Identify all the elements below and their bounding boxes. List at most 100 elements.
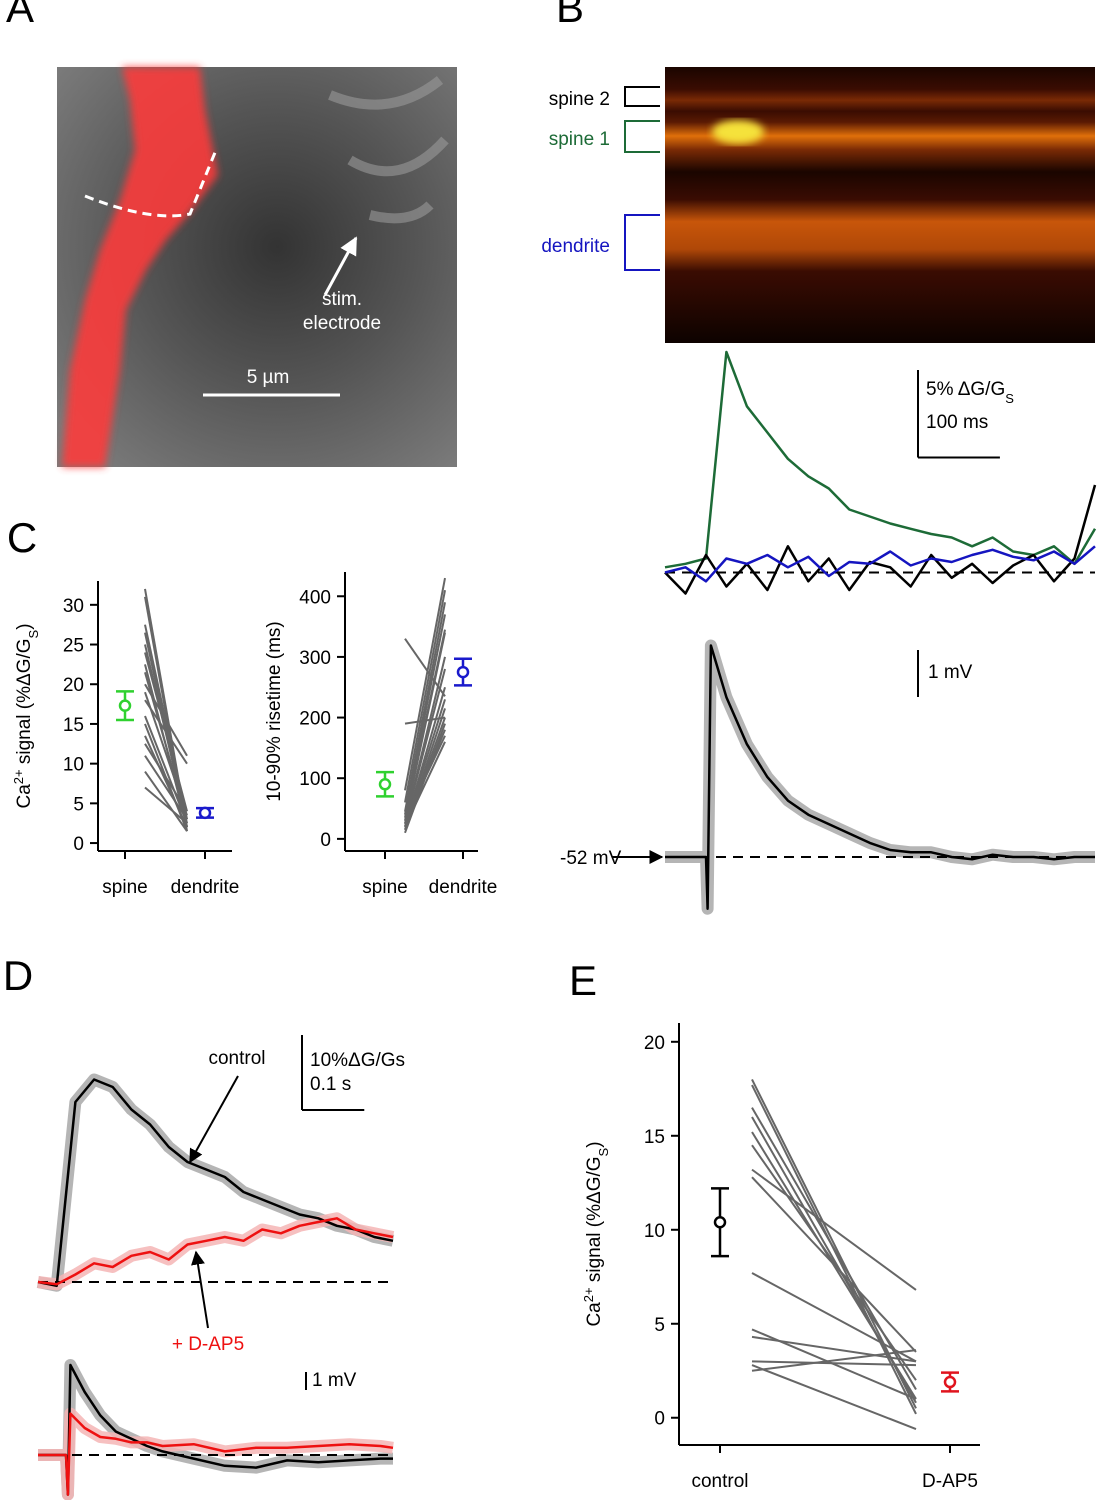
roi-label: dendrite (541, 236, 610, 257)
annotation: control (208, 1048, 265, 1069)
pair-line (404, 735, 446, 822)
trace (38, 1412, 394, 1496)
y-tick-label: 300 (299, 648, 331, 669)
y-axis-label: Ca2+ signal (%ΔG/GS) (11, 623, 41, 808)
image-b (624, 67, 1095, 343)
label-part: Ca (584, 1302, 605, 1327)
trace (37, 1217, 394, 1286)
y-tick-label: 200 (299, 709, 331, 730)
mean-marker (378, 778, 392, 791)
pair-line (404, 632, 446, 821)
y-tick-label: 20 (644, 1033, 665, 1054)
bracket (624, 214, 660, 271)
label-part: S (596, 1147, 611, 1156)
scale-bar-label: 5 µm (247, 367, 290, 388)
scale-bar-label: 5% ΔG/GS (926, 379, 1014, 406)
y-tick-label: 10 (63, 755, 84, 776)
x-tick-label: spine (362, 877, 407, 898)
arrow (323, 236, 358, 296)
pair-line (751, 1168, 917, 1291)
y-tick-label: 0 (654, 1409, 665, 1430)
trace (664, 484, 1097, 595)
y-tick-label: 15 (63, 715, 84, 736)
trace (37, 1078, 394, 1288)
pair-line (144, 683, 188, 757)
y-tick-label: 400 (299, 587, 331, 608)
pair-line (144, 755, 188, 820)
mean-marker (118, 699, 132, 712)
label-part: signal (%ΔG/G (14, 638, 35, 769)
y-tick-label: 20 (63, 675, 84, 696)
y-tick-label: 0 (73, 834, 84, 855)
baseline-label: -52 mV (560, 848, 622, 869)
panel-label: B (556, 0, 584, 31)
hotspot (712, 120, 764, 144)
pair-line (404, 668, 446, 824)
pair-line (751, 1360, 917, 1367)
pair-line (144, 699, 188, 765)
label-part: ) (584, 1141, 605, 1147)
pair-line (404, 577, 446, 791)
y-axis-label: Ca2+ signal (%ΔG/GS) (581, 1141, 611, 1326)
trace (665, 644, 1095, 910)
scale-bar-label: 0.1 s (310, 1074, 351, 1095)
label-part: 2+ (11, 769, 26, 784)
annotation: stim. (322, 289, 362, 310)
y-tick-label: 0 (320, 830, 331, 851)
label-part: 2+ (581, 1287, 596, 1302)
label-part: S (26, 629, 41, 638)
arrow (189, 1075, 239, 1164)
pair-line (404, 614, 446, 815)
sem-band (665, 639, 1095, 915)
pair-line (751, 1176, 917, 1353)
panel-label: C (7, 514, 37, 561)
pair-line (144, 771, 188, 832)
dashed-outline (84, 149, 218, 218)
linescan (665, 67, 1095, 343)
y-tick-label: 5 (654, 1315, 665, 1336)
scale-bar-label: 100 ms (926, 412, 988, 433)
annotation: electrode (303, 313, 381, 334)
y-axis-label: 10-90% risetime (ms) (264, 621, 285, 802)
y-tick-label: 30 (63, 596, 84, 617)
y-tick-label: 5 (73, 794, 84, 815)
y-tick-label: 25 (63, 636, 84, 657)
pair-line (404, 741, 446, 828)
label-part: signal (%ΔG/G (584, 1156, 605, 1287)
label-part: 10-90% risetime (ms) (264, 621, 285, 802)
pair-line (751, 1144, 917, 1381)
mean-marker (713, 1216, 727, 1229)
trace (664, 545, 1096, 583)
y-tick-label: 10 (644, 1221, 665, 1242)
roi-label: spine 2 (549, 89, 610, 110)
x-tick-label: spine (102, 877, 147, 898)
y-tick-label: 15 (644, 1127, 665, 1148)
y-tick-label: 100 (299, 769, 331, 790)
x-tick-label: dendrite (429, 877, 498, 898)
pair-line (144, 691, 188, 816)
pair-line (144, 735, 188, 828)
pair-line (144, 743, 188, 812)
trace (664, 350, 1097, 569)
panel-label: D (3, 952, 33, 999)
x-tick-label: control (691, 1471, 748, 1492)
mean-marker (456, 665, 470, 679)
scale-bar-label: 1 mV (928, 662, 973, 683)
pair-line (751, 1335, 917, 1363)
annotation: + D-AP5 (172, 1334, 244, 1355)
pair-line (144, 715, 188, 824)
pair-line (144, 786, 188, 824)
arrow (191, 1250, 209, 1329)
dendrite-image (62, 67, 218, 467)
image-a: 5 µm stim. electrode (57, 67, 457, 467)
mean-marker (198, 806, 212, 820)
label-part: S (1005, 391, 1014, 406)
mean-marker (943, 1375, 957, 1389)
panel-label: E (569, 957, 597, 1004)
pair-line (751, 1364, 917, 1430)
label-part: 5% ΔG/G (926, 379, 1005, 400)
pair-line (404, 590, 446, 803)
panel-label: A (6, 0, 34, 31)
texture (328, 76, 449, 224)
